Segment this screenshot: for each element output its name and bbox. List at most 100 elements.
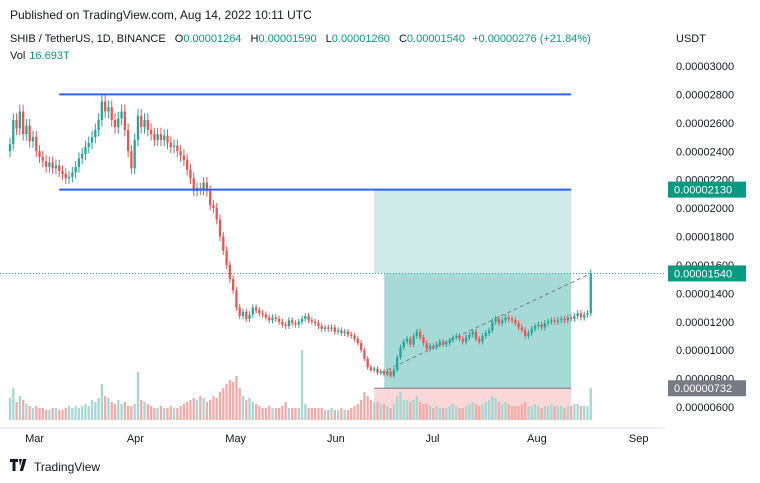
candle-body — [517, 323, 520, 328]
candle-body — [369, 367, 373, 371]
volume-bar — [258, 406, 261, 420]
candle-body — [48, 162, 51, 167]
candle-body — [340, 330, 343, 334]
candle-body — [524, 330, 527, 336]
candle-body — [251, 307, 254, 315]
volume-bar — [504, 402, 507, 420]
volume-bar — [87, 406, 90, 420]
candle-body — [110, 107, 113, 120]
volume-bar — [425, 404, 428, 420]
volume-bar — [110, 402, 113, 420]
volume-bar — [576, 404, 579, 420]
candle-body — [18, 111, 21, 129]
tradingview-logo-icon[interactable] — [10, 459, 30, 474]
volume-bar — [123, 402, 126, 420]
candle-body — [222, 236, 225, 251]
candle-body — [333, 327, 336, 332]
volume-bar — [494, 398, 497, 420]
volume-bar — [120, 404, 123, 420]
volume-bar — [274, 408, 277, 420]
high-label: H — [250, 33, 259, 45]
volume-bar — [491, 396, 494, 420]
candle-body — [487, 330, 491, 334]
candle-body — [182, 155, 186, 160]
volume-bar — [415, 396, 419, 420]
volume-bar — [566, 406, 569, 420]
volume-bar — [533, 404, 537, 420]
candle-body — [100, 101, 104, 120]
candle-body — [448, 340, 451, 344]
volume-bar — [563, 408, 566, 420]
x-tick-label: Aug — [527, 433, 547, 445]
position-tool — [0, 189, 665, 420]
candle-body — [435, 344, 438, 348]
candle-body — [25, 125, 28, 135]
candle-body — [113, 119, 117, 128]
volume-bar — [54, 408, 58, 420]
candle-body — [566, 317, 569, 321]
volume-bar — [530, 406, 533, 420]
candle-body — [553, 320, 556, 322]
volume-bar — [81, 406, 84, 420]
y-tick-label: 0.00000600 — [676, 402, 734, 414]
footer-brand[interactable]: TradingView — [34, 459, 101, 474]
volume-bar — [215, 398, 218, 420]
volume-bar — [369, 400, 373, 420]
volume-bar — [231, 382, 235, 420]
volume-bar — [510, 406, 514, 420]
candle-body — [569, 317, 573, 319]
candle-body — [419, 331, 422, 338]
volume-bar — [90, 400, 94, 420]
x-tick-label: Jun — [327, 433, 345, 445]
symbol-title[interactable]: SHIB / TetherUS, 1D, BINANCE — [10, 33, 166, 45]
volume-bar — [560, 406, 563, 420]
volume-bars — [8, 350, 592, 420]
y-tick-label: 0.00001200 — [676, 317, 734, 329]
candle-body — [228, 264, 231, 280]
volume-bar — [113, 404, 117, 420]
candle-body — [8, 144, 12, 152]
volume-bar — [461, 408, 464, 420]
volume-bar — [304, 404, 307, 420]
candle-body — [15, 119, 18, 129]
volume-bar — [412, 400, 415, 420]
volume-bar — [51, 408, 54, 420]
volume-bar — [419, 402, 422, 420]
high-value: 0.00001590 — [258, 33, 317, 45]
candle-body — [215, 208, 218, 220]
volume-bar — [251, 402, 254, 420]
volume-bar — [366, 396, 369, 420]
candle-body — [264, 314, 268, 318]
candle-body — [560, 318, 563, 321]
candle-body — [64, 173, 67, 179]
volume-bar — [409, 402, 412, 420]
candle-body — [432, 345, 435, 348]
candle-body — [314, 321, 317, 324]
volume-bar — [527, 406, 530, 420]
volume-bar — [153, 408, 156, 420]
volume-bar — [468, 404, 471, 420]
volume-bar — [277, 408, 281, 420]
volume-bar — [159, 406, 163, 420]
candle-body — [474, 331, 478, 339]
volume-bar — [189, 400, 192, 420]
candle-body — [317, 323, 320, 327]
last-price-label: 0.00001540 — [674, 268, 732, 280]
candle-body — [458, 335, 461, 339]
volume-bar — [195, 400, 199, 420]
chart-legend: SHIB / TetherUS, 1D, BINANCE O0.00001264… — [10, 33, 591, 45]
level-lines — [59, 93, 572, 191]
candle-body — [126, 129, 130, 152]
candle-body — [363, 350, 366, 359]
candle-body — [107, 107, 110, 112]
volume-bar — [176, 408, 179, 420]
candle-body — [537, 324, 540, 327]
volume-bar — [392, 404, 396, 420]
volume-bar — [48, 410, 51, 420]
volume-bar — [382, 404, 386, 420]
volume-bar — [359, 400, 363, 420]
candle-body — [209, 191, 212, 206]
candle-body — [586, 313, 589, 315]
volume-bar — [287, 408, 291, 420]
